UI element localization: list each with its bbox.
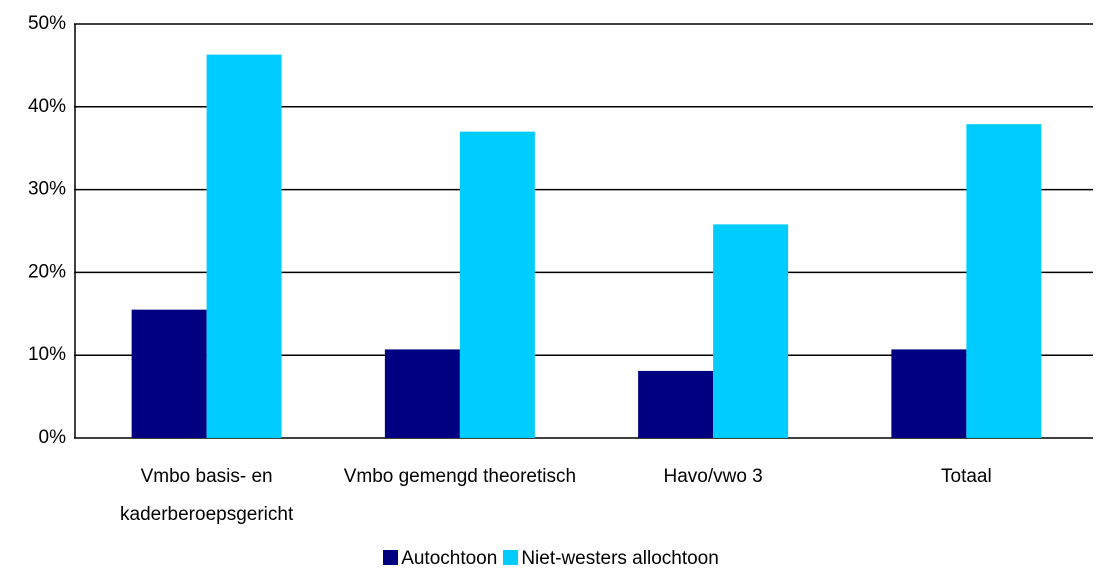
bar (206, 54, 282, 439)
bar (638, 370, 714, 438)
x-tick-label: Vmbo gemengd theoretisch (343, 466, 577, 487)
y-tick-label: 20% (28, 261, 66, 282)
y-tick-label: 30% (28, 179, 66, 200)
bar (459, 131, 535, 438)
bar (966, 124, 1042, 439)
bar (131, 309, 207, 438)
y-tick-label: 40% (28, 96, 66, 117)
y-tick-label: 10% (28, 344, 66, 365)
bar (713, 224, 789, 438)
legend-label: Niet-westers allochtoon (521, 548, 719, 569)
x-tick-label: Vmbo basis- en kaderberoepsgericht (120, 466, 294, 525)
legend-swatch (383, 550, 399, 565)
legend-swatch (503, 550, 519, 565)
bar (384, 349, 460, 438)
y-tick-label: 0% (39, 427, 67, 448)
legend-label: Autochtoon (401, 548, 498, 569)
y-tick-label: 50% (28, 13, 66, 34)
x-tick-label: Totaal (941, 466, 992, 487)
bar (891, 349, 967, 438)
legend: Autochtoon Niet-westers allochtoon (0, 548, 1096, 570)
x-tick-label: Havo/vwo 3 (663, 466, 763, 487)
